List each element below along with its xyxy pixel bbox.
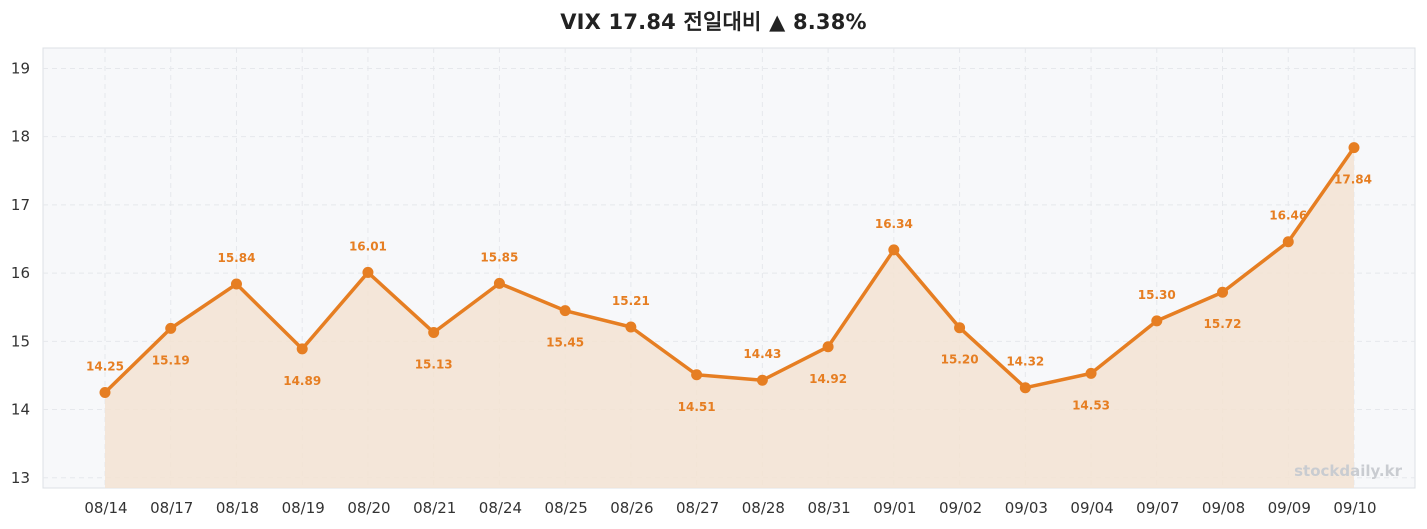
x-tick-label: 08/26 [610,499,653,517]
y-tick-label: 16 [11,264,30,282]
x-tick-label: 09/08 [1202,499,1245,517]
data-label-09-04: 14.53 [1072,398,1110,412]
data-label-08-20: 16.01 [349,239,387,253]
x-tick-label: 08/31 [807,499,850,517]
data-label-08-26: 15.21 [612,294,650,308]
y-tick-label: 19 [11,59,30,77]
data-label-08-28: 14.43 [743,347,781,361]
data-labels: 14.25 15.19 15.84 14.89 16.01 15.13 15.85 15.45… [86,173,1372,414]
data-point-08-19 [296,343,308,355]
data-points [99,142,1360,398]
area-fill [105,147,1354,488]
data-label-08-31: 14.92 [809,372,847,386]
y-axis-ticks: 13 14 15 16 17 18 19 [11,59,30,486]
data-label-08-19: 14.89 [283,374,321,388]
data-point-08-17 [165,322,177,334]
y-tick-label: 18 [11,128,30,146]
series-line [103,146,1356,394]
x-tick-label: 08/14 [84,499,127,517]
data-label-09-01: 16.34 [875,217,913,231]
x-tick-label: 09/07 [1136,499,1179,517]
chart-title: VIX 17.84 전일대비 ▲ 8.38% [560,10,867,34]
data-label-08-14: 14.25 [86,359,124,373]
x-tick-label: 08/19 [282,499,325,517]
data-label-08-18: 15.84 [217,251,255,265]
data-point-09-01 [888,244,900,256]
data-label-08-25: 15.45 [546,336,584,350]
x-tick-label: 08/17 [150,499,193,517]
data-label-09-02: 15.20 [941,353,979,367]
x-tick-label: 09/04 [1070,499,1113,517]
data-point-08-20 [362,266,374,278]
x-tick-label: 08/21 [413,499,456,517]
data-point-08-21 [428,326,440,338]
x-tick-label: 08/24 [479,499,522,517]
data-point-08-14 [99,386,111,398]
data-point-08-27 [691,369,703,381]
data-point-09-09 [1282,236,1294,248]
data-point-09-04 [1085,367,1097,379]
data-label-08-27: 14.51 [678,400,716,414]
x-tick-label: 09/01 [873,499,916,517]
data-label-09-09: 16.46 [1269,209,1307,223]
x-tick-label: 08/25 [545,499,588,517]
x-tick-label: 08/18 [216,499,259,517]
data-point-09-10 [1348,142,1360,154]
data-point-09-02 [954,322,966,334]
data-label-09-08: 15.72 [1204,317,1242,331]
data-label-09-10: 17.84 [1334,173,1372,187]
data-label-09-07: 15.30 [1138,288,1176,302]
x-tick-label: 08/20 [347,499,390,517]
data-point-08-26 [625,321,637,333]
y-tick-label: 15 [11,332,30,350]
data-point-08-31 [822,341,834,353]
watermark: stockdaily.kr [1294,462,1402,480]
x-tick-label: 08/28 [742,499,785,517]
x-axis-ticks: 08/14 08/17 08/18 08/19 08/20 08/21 08/24 08/25… [84,499,1376,517]
data-point-08-28 [756,374,768,386]
data-point-09-03 [1019,382,1031,394]
y-tick-label: 13 [11,469,30,487]
x-tick-label: 09/02 [939,499,982,517]
data-point-09-07 [1151,315,1163,327]
y-tick-label: 14 [11,401,30,419]
data-point-08-18 [230,278,242,290]
series-polyline [103,146,1356,394]
data-point-08-24 [493,277,505,289]
data-label-08-17: 15.19 [152,353,190,367]
x-tick-label: 09/10 [1333,499,1376,517]
data-label-08-24: 15.85 [480,250,518,264]
data-label-08-21: 15.13 [415,357,453,371]
y-tick-label: 17 [11,196,30,214]
data-point-09-08 [1217,286,1229,298]
x-tick-label: 08/27 [676,499,719,517]
x-tick-label: 09/09 [1268,499,1311,517]
area-path [105,147,1354,488]
x-tick-label: 09/03 [1005,499,1048,517]
data-point-08-25 [559,305,571,317]
data-label-09-03: 14.32 [1006,355,1044,369]
